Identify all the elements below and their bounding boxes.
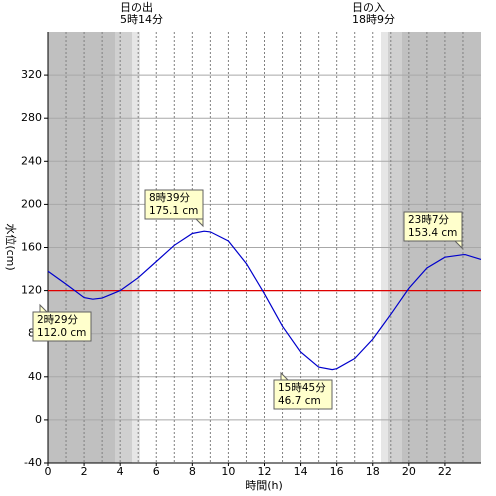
annotation-level: 153.4 cm: [408, 227, 457, 239]
x-axis-label: 時間(h): [245, 479, 283, 492]
x-tick-label: 6: [153, 465, 160, 478]
x-tick-label: 16: [330, 465, 344, 478]
x-tick-label: 22: [438, 465, 452, 478]
sunset-time: 18時9分: [352, 13, 395, 26]
annotation-time: 8時39分: [149, 192, 191, 204]
annotation-level: 175.1 cm: [149, 205, 198, 217]
x-tick-label: 20: [402, 465, 416, 478]
sunrise-title: 日の出: [120, 0, 153, 14]
annotation-time: 23時7分: [408, 214, 450, 226]
annotation-time: 2時29分: [37, 314, 79, 326]
y-tick-label: -40: [24, 456, 42, 469]
x-tick-label: 10: [221, 465, 235, 478]
x-tick-label: 8: [189, 465, 196, 478]
annotation-box: [403, 211, 463, 250]
y-tick-label: 200: [21, 197, 42, 210]
y-tick-label: 160: [21, 241, 42, 254]
y-tick-label: 40: [28, 370, 42, 383]
x-tick-label: 4: [117, 465, 124, 478]
x-tick-label: 18: [366, 465, 380, 478]
annotation-box: [273, 371, 333, 410]
tide-line: [47, 230, 482, 371]
y-tick-label: 320: [21, 68, 42, 81]
annotation-level: 46.7 cm: [278, 395, 321, 407]
annotation-box: [144, 189, 204, 228]
y-tick-label: 0: [35, 413, 42, 426]
sunrise-time: 5時14分: [120, 13, 163, 26]
y-tick-label: 240: [21, 154, 42, 167]
y-tick-label: 280: [21, 111, 42, 124]
y-tick-label: 120: [21, 284, 42, 297]
x-tick-label: 14: [294, 465, 308, 478]
sunset-title: 日の入: [352, 1, 385, 14]
x-tick-label: 12: [258, 465, 272, 478]
y-axis-label: 水位(cm): [4, 223, 18, 270]
x-tick-label: 0: [45, 465, 52, 478]
annotation-level: 112.0 cm: [37, 327, 86, 339]
x-tick-label: 2: [81, 465, 88, 478]
annotation-box: [32, 303, 92, 342]
annotation-time: 15時45分: [278, 382, 326, 394]
